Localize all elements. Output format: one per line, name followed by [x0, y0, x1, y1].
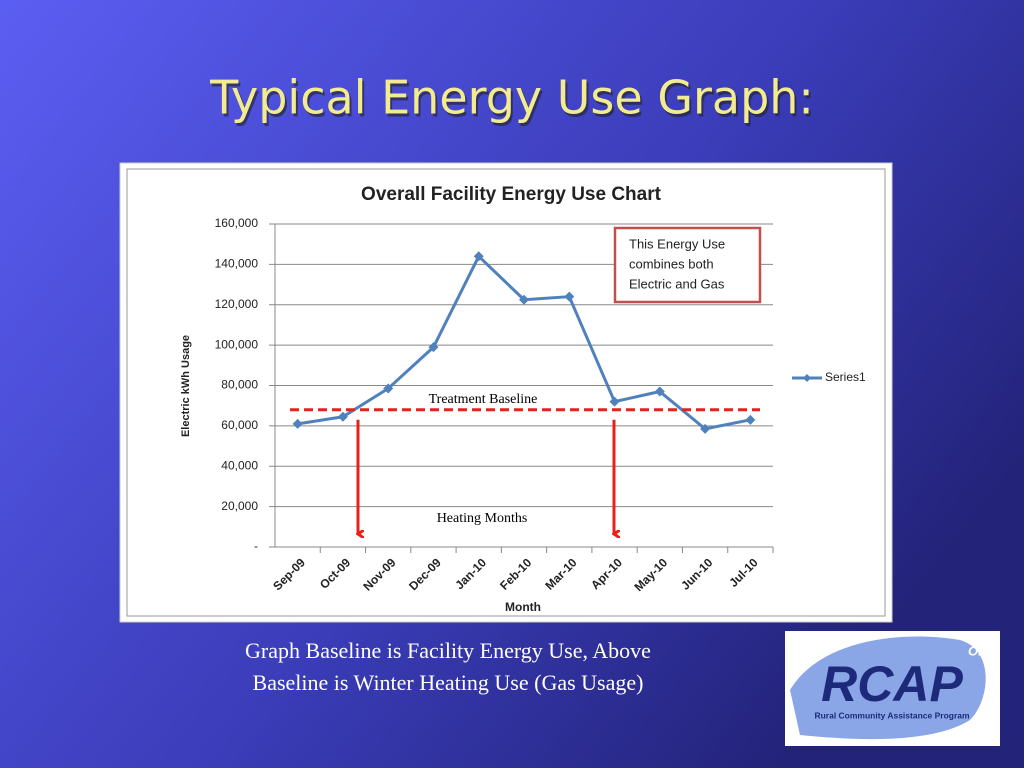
legend-marker — [803, 374, 811, 382]
logo: Ohio RCAP Rural Community Assistance Pro… — [785, 631, 1000, 746]
logo-subtitle: Rural Community Assistance Program — [814, 710, 970, 720]
point — [745, 414, 756, 425]
y-tick-label: 60,000 — [221, 418, 258, 432]
point — [428, 342, 439, 353]
point — [337, 411, 348, 422]
point — [700, 423, 711, 434]
x-axis-label: Month — [505, 600, 541, 614]
chart-border — [126, 168, 886, 617]
heating-label: Heating Months — [437, 511, 528, 526]
point — [564, 291, 575, 302]
caption-line: Baseline is Winter Heating Use (Gas Usag… — [253, 670, 644, 695]
note-box — [613, 226, 762, 304]
y-tick-label: 140,000 — [215, 257, 259, 271]
point — [473, 251, 484, 262]
point — [292, 418, 303, 429]
slide-title: Typical Energy Use Graph: — [209, 71, 814, 125]
point — [383, 383, 394, 394]
logo-name: RCAP — [821, 656, 963, 712]
y-tick-label: 20,000 — [221, 499, 258, 513]
chart-title: Overall Facility Energy Use Chart — [361, 184, 662, 205]
point — [654, 386, 665, 397]
y-tick-label: 120,000 — [215, 297, 259, 311]
chart-frame — [119, 162, 893, 623]
caption-line: Graph Baseline is Facility Energy Use, A… — [245, 638, 651, 663]
y-tick-label: 160,000 — [215, 216, 259, 230]
note-line: combines both — [629, 256, 714, 271]
y-axis-label: Electric kWh Usage — [180, 335, 192, 437]
baseline-label: Treatment Baseline — [429, 392, 538, 407]
y-tick-label: - — [254, 539, 258, 553]
y-tick-label: 40,000 — [221, 458, 258, 472]
logo-shape — [790, 636, 986, 740]
y-tick-label: 100,000 — [215, 337, 259, 351]
point — [519, 294, 529, 305]
note-line: This Energy Use — [629, 236, 725, 251]
note-line: Electric and Gas — [629, 276, 725, 291]
legend-label: Series1 — [825, 370, 866, 384]
logo-state: Ohio — [968, 643, 998, 658]
y-tick-label: 80,000 — [221, 378, 258, 392]
title-shadow: Typical Energy Use Graph: — [211, 74, 816, 128]
point — [609, 396, 620, 407]
